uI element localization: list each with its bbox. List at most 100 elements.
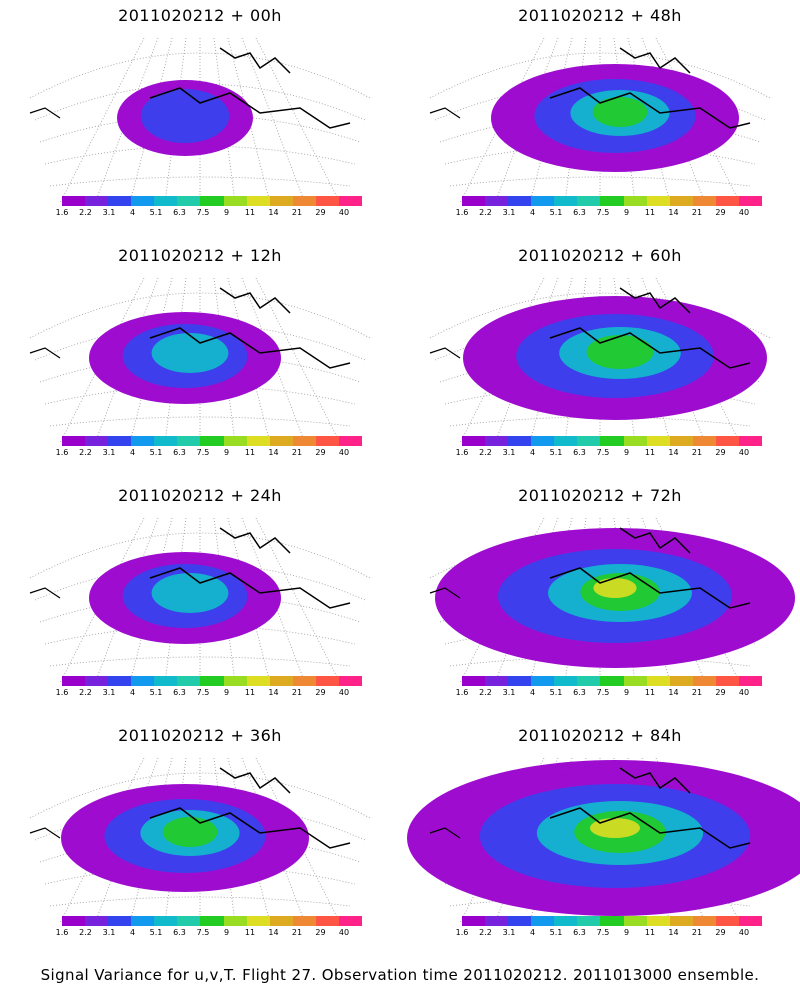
- colorbar-swatch: [62, 196, 86, 206]
- panel-title: 2011020212 + 12h: [118, 246, 282, 265]
- colorbar-swatch: [554, 916, 578, 926]
- colorbar-tick-label: 40: [338, 928, 350, 937]
- colorbar-tick-label: 2.2: [479, 688, 492, 697]
- map-plot: [29, 37, 371, 204]
- colorbar-swatch: [554, 676, 578, 686]
- colorbar-tick-label: 40: [738, 208, 750, 217]
- colorbar-swatch: [108, 916, 132, 926]
- colorbar-swatch: [177, 196, 201, 206]
- colorbar-tick-label: 21: [691, 208, 703, 217]
- colorbar-swatch: [223, 916, 247, 926]
- colorbar-swatch: [246, 676, 270, 686]
- colorbar-tick-label: 2.2: [79, 208, 92, 217]
- map-plot: [429, 37, 771, 204]
- colorbar-swatch: [554, 196, 578, 206]
- colorbar-swatch: [338, 916, 363, 926]
- colorbar-swatch: [338, 676, 363, 686]
- colorbar-swatch: [715, 916, 739, 926]
- colorbar-swatch: [200, 676, 224, 686]
- panel-title: 2011020212 + 36h: [118, 726, 282, 745]
- colorbar-tick-label: 7.5: [596, 448, 610, 457]
- colorbar-tick-label: 6.3: [173, 928, 186, 937]
- colorbar-tick-label: 4: [529, 448, 536, 457]
- colorbar-swatch: [62, 916, 86, 926]
- colorbar-tick-label: 3.1: [102, 208, 116, 217]
- colorbar-swatch: [62, 436, 86, 446]
- colorbar-tick-label: 7.5: [596, 688, 610, 697]
- colorbar-swatch: [200, 916, 224, 926]
- colorbar-swatch: [715, 436, 739, 446]
- colorbar-swatch: [62, 676, 86, 686]
- colorbar-tick-label: 29: [715, 448, 726, 457]
- colorbar-swatch: [715, 196, 739, 206]
- colorbar-tick-label: 5.1: [149, 928, 163, 937]
- colorbar-swatch: [738, 916, 763, 926]
- map-panel: 2011020212 + 84h 1.6 2.2 3.1 4 5.1 6.3 7.5 9 11 14…: [400, 720, 800, 960]
- colorbar-tick-label: 11: [244, 208, 256, 217]
- colorbar-tick-label: 7.5: [196, 688, 210, 697]
- colorbar: [462, 436, 763, 446]
- colorbar-tick-label: 9: [223, 448, 230, 457]
- colorbar-swatch: [577, 916, 601, 926]
- colorbar-tick-label: 9: [623, 928, 630, 937]
- colorbar-tick-label: 7.5: [196, 208, 210, 217]
- colorbar-swatch: [669, 916, 693, 926]
- colorbar-tick-label: 3.1: [102, 688, 116, 697]
- colorbar-swatch: [338, 196, 363, 206]
- colorbar-tick-label: 4: [529, 688, 536, 697]
- colorbar-tick-label: 6.3: [173, 688, 186, 697]
- colorbar-tick-label: 5.1: [149, 688, 163, 697]
- colorbar: [62, 916, 363, 926]
- colorbar-tick-label: 9: [623, 448, 630, 457]
- colorbar-tick-label: 9: [223, 928, 230, 937]
- map-panel: 2011020212 + 48h 1.6 2.2 3.1 4 5.1 6.3 7.5 9 11 14…: [400, 0, 800, 240]
- figure-caption: Signal Variance for u,v,T. Flight 27. Ob…: [40, 966, 760, 984]
- colorbar-swatch: [154, 436, 178, 446]
- colorbar-swatch: [738, 676, 763, 686]
- map-panel: 2011020212 + 60h 1.6 2.2 3.1 4 5.1 6.3 7.5 9 11 14…: [400, 240, 800, 480]
- colorbar-swatch: [223, 676, 247, 686]
- colorbar-swatch: [108, 676, 132, 686]
- colorbar-tick-label: 14: [668, 688, 679, 697]
- colorbar-tick-label: 6.3: [573, 928, 586, 937]
- colorbar-swatch: [646, 676, 670, 686]
- colorbar-swatch: [462, 676, 486, 686]
- colorbar-swatch: [531, 676, 555, 686]
- colorbar-swatch: [577, 196, 601, 206]
- colorbar-swatch: [531, 436, 555, 446]
- colorbar-tick-label: 11: [244, 448, 256, 457]
- colorbar-ticks: 1.6 2.2 3.1 4 5.1 6.3 7.5 9 11 14 21 29 40: [452, 448, 772, 460]
- map-plot: [29, 277, 371, 444]
- colorbar-swatch: [531, 196, 555, 206]
- colorbar-swatch: [269, 676, 293, 686]
- colorbar-swatch: [646, 196, 670, 206]
- colorbar-swatch: [85, 436, 109, 446]
- colorbar-swatch: [623, 916, 647, 926]
- colorbar-swatch: [131, 916, 155, 926]
- colorbar-tick-label: 5.1: [549, 688, 563, 697]
- colorbar-tick-label: 1.6: [55, 208, 69, 217]
- colorbar-tick-label: 40: [738, 688, 750, 697]
- colorbar-tick-label: 2.2: [479, 208, 492, 217]
- colorbar-tick-label: 9: [223, 208, 230, 217]
- colorbar-swatch: [485, 196, 509, 206]
- colorbar-swatch: [738, 436, 763, 446]
- colorbar-tick-label: 7.5: [196, 448, 210, 457]
- colorbar-tick-label: 1.6: [455, 448, 469, 457]
- colorbar-swatch: [246, 196, 270, 206]
- colorbar-swatch: [554, 436, 578, 446]
- colorbar-tick-label: 14: [268, 928, 279, 937]
- colorbar-swatch: [154, 196, 178, 206]
- panel-title: 2011020212 + 48h: [518, 6, 682, 25]
- colorbar-tick-label: 29: [715, 928, 726, 937]
- colorbar-tick-label: 3.1: [102, 448, 116, 457]
- panel-title: 2011020212 + 72h: [518, 486, 682, 505]
- colorbar-swatch: [85, 676, 109, 686]
- colorbar-tick-label: 2.2: [479, 928, 492, 937]
- colorbar-swatch: [131, 196, 155, 206]
- colorbar-tick-label: 1.6: [455, 688, 469, 697]
- colorbar-tick-label: 3.1: [502, 928, 516, 937]
- colorbar-tick-label: 3.1: [502, 688, 516, 697]
- colorbar-tick-label: 4: [129, 208, 136, 217]
- colorbar-tick-label: 11: [244, 928, 256, 937]
